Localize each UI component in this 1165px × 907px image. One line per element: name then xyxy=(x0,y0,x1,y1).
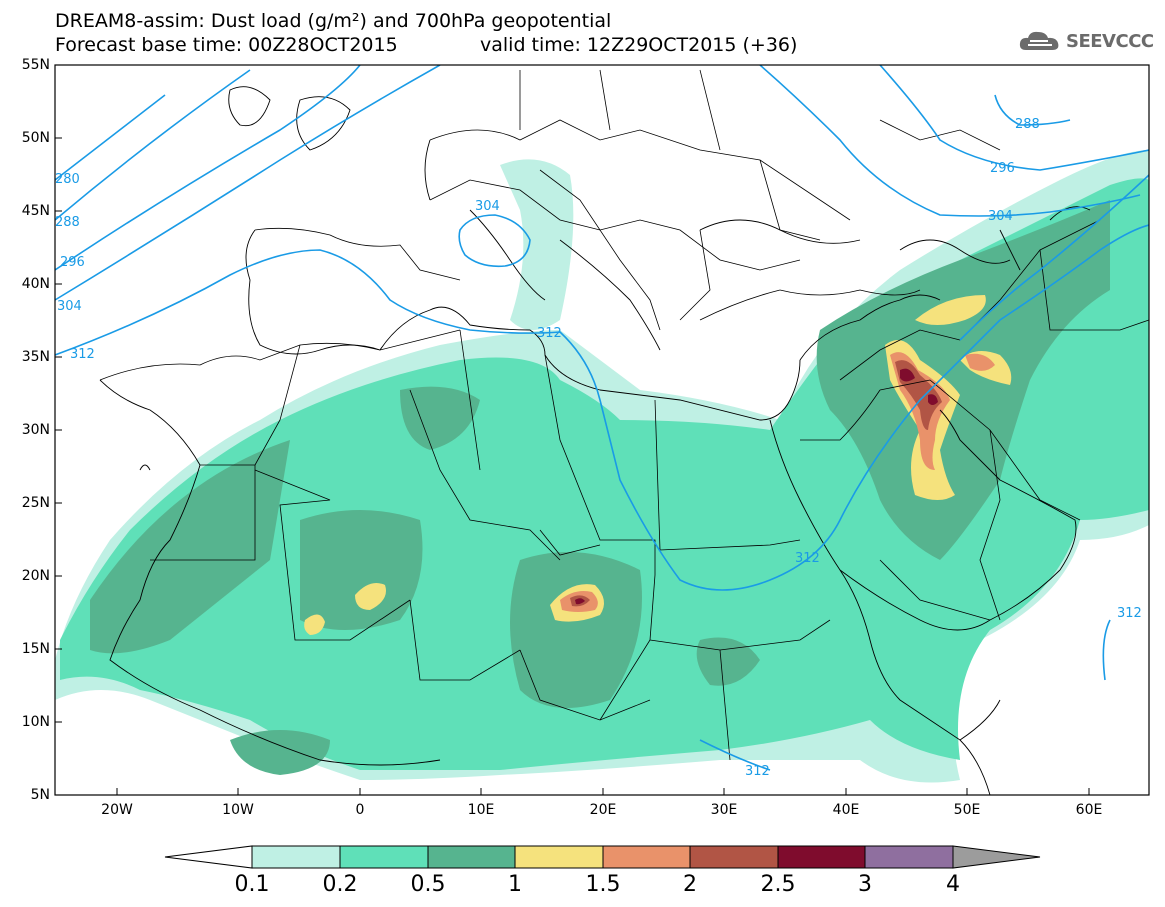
lat-label: 35N xyxy=(21,349,50,365)
contour-label: 280 xyxy=(55,172,80,187)
dust-band-2-5 xyxy=(575,368,938,605)
colorbar-label: 3 xyxy=(858,872,872,897)
lon-label: 60E xyxy=(1075,802,1103,818)
colorbar-label: 1.5 xyxy=(585,872,621,897)
lat-label: 45N xyxy=(21,203,50,219)
lon-label: 50E xyxy=(953,802,981,818)
chart-title: DREAM8-assim: Dust load (g/m²) and 700hP… xyxy=(55,10,612,32)
contour-label: 304 xyxy=(988,209,1013,224)
colorbar xyxy=(164,845,1041,869)
colorbar-swatch xyxy=(427,845,516,869)
colorbar-swatch xyxy=(164,845,253,869)
lon-label: 40E xyxy=(832,802,860,818)
contour-label: 296 xyxy=(60,255,85,270)
contour-label: 304 xyxy=(57,299,82,314)
lat-label: 25N xyxy=(21,495,50,511)
lat-label: 40N xyxy=(21,276,50,292)
contour-label: 288 xyxy=(1015,117,1040,132)
contour-label: 288 xyxy=(55,215,80,230)
colorbar-swatch xyxy=(952,845,1041,869)
lat-label: 50N xyxy=(21,130,50,146)
lat-label: 10N xyxy=(21,714,50,730)
lat-label: 30N xyxy=(21,422,50,438)
lon-label: 20W xyxy=(101,802,133,818)
lat-label: 15N xyxy=(21,641,50,657)
geopotential-contours xyxy=(55,65,1149,771)
contour-label: 312 xyxy=(1117,606,1142,621)
lat-label: 5N xyxy=(30,787,50,803)
colorbar-label: 2.5 xyxy=(760,872,796,897)
contour-label: 304 xyxy=(475,199,500,214)
lat-label: 20N xyxy=(21,568,50,584)
lon-label: 10E xyxy=(467,802,495,818)
colorbar-swatch xyxy=(864,845,954,869)
colorbar-label: 2 xyxy=(683,872,697,897)
colorbar-swatch xyxy=(777,845,866,869)
contour-label: 312 xyxy=(745,764,770,779)
colorbar-swatch xyxy=(339,845,429,869)
lon-label: 10W xyxy=(222,802,254,818)
contour-labels: 280 288 296 304 312 288 296 304 312 304 … xyxy=(55,117,1142,779)
lat-label: 55N xyxy=(21,57,50,73)
colorbar-swatch xyxy=(689,845,779,869)
map-field xyxy=(55,65,1149,795)
colorbar-label: 0.2 xyxy=(322,872,358,897)
lon-label: 20E xyxy=(589,802,617,818)
contour-label: 312 xyxy=(537,326,562,341)
valid-time: valid time: 12Z29OCT2015 (+36) xyxy=(480,34,798,56)
colorbar-label: 0.1 xyxy=(234,872,270,897)
colorbar-label: 1 xyxy=(508,872,522,897)
colorbar-label: 4 xyxy=(946,872,960,897)
contour-label: 312 xyxy=(795,551,820,566)
seevccc-logo: SEEVCCC xyxy=(1018,26,1154,56)
colorbar-swatch xyxy=(251,845,341,869)
lon-label: 0 xyxy=(355,802,365,818)
contour-label: 312 xyxy=(70,347,95,362)
colorbar-swatch xyxy=(602,845,691,869)
cloud-icon xyxy=(1019,31,1059,50)
coastlines xyxy=(99,86,1091,795)
contour-label: 296 xyxy=(990,161,1015,176)
colorbar-swatch xyxy=(514,845,604,869)
colorbar-label: 0.5 xyxy=(410,872,446,897)
logo-text: SEEVCCC xyxy=(1066,30,1154,52)
lon-label: 30E xyxy=(710,802,738,818)
forecast-base-time: Forecast base time: 00Z28OCT2015 xyxy=(55,34,398,56)
axis-ticks xyxy=(55,64,1090,795)
